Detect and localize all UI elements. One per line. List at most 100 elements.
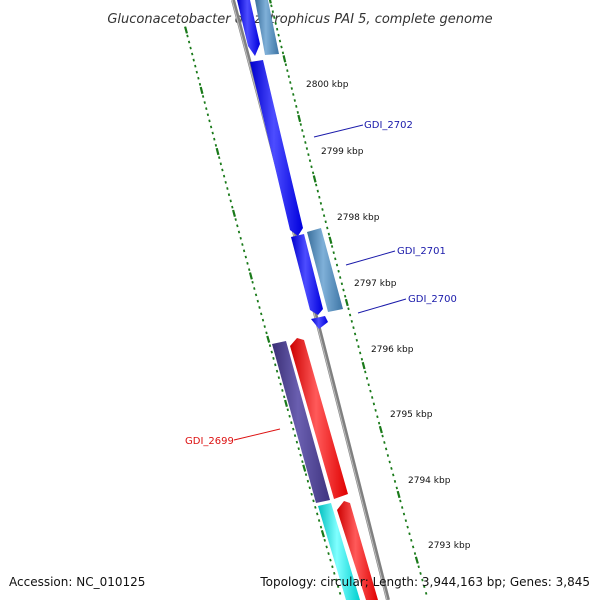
gene-label-gdi2701[interactable]: GDI_2701: [397, 246, 446, 257]
gene-arrow-blue[interactable]: [237, 0, 260, 56]
outer-ruler: [268, 0, 428, 595]
ruler-tick: [184, 26, 188, 34]
tick-label: 2793 kbp: [428, 541, 471, 551]
ruler-tick: [284, 399, 288, 407]
gene-arrow-cyan[interactable]: [318, 503, 360, 600]
ruler-tick: [306, 479, 310, 483]
ruler-tick: [263, 325, 266, 328]
tick-label: 2794 kbp: [408, 476, 451, 486]
ruler-tick: [297, 447, 300, 451]
gene-arrow-red[interactable]: [290, 338, 348, 499]
gene-arrow-gdi2700[interactable]: [311, 316, 328, 329]
ruler-tick: [296, 110, 299, 114]
ruler-tick: [273, 16, 276, 19]
ruler-tick: [253, 287, 256, 290]
gene-arrow-gdi2701[interactable]: [307, 228, 343, 312]
ruler-tick: [222, 174, 226, 178]
ruler-tick: [367, 383, 370, 387]
ruler-tick: [206, 113, 210, 117]
ruler-tick: [226, 187, 229, 190]
ruler-tick: [315, 183, 318, 187]
ruler-tick: [198, 82, 202, 86]
ruler-tick: [246, 261, 249, 265]
ruler-tick: [286, 69, 289, 72]
ruler-tick: [350, 319, 353, 323]
gene-arrow-red-lower[interactable]: [337, 501, 378, 600]
tick-label: 2798 kbp: [337, 213, 380, 223]
gene-label-gdi2702[interactable]: GDI_2702: [364, 120, 413, 131]
ruler-tick: [316, 189, 319, 193]
gene-label-gdi2699[interactable]: GDI_2699: [185, 436, 234, 447]
ruler-tick: [301, 460, 304, 464]
ruler-tick: [393, 479, 397, 483]
ruler-tick: [324, 220, 327, 224]
ruler-tick: [316, 512, 319, 516]
gene-label-leaders: [233, 124, 407, 441]
gene-label-gdi2700[interactable]: GDI_2700: [408, 294, 457, 305]
ruler-tick: [392, 473, 395, 477]
ruler-tick: [402, 512, 406, 516]
ruler-tick: [213, 137, 216, 141]
ruler-tick: [271, 10, 274, 13]
ruler-tick: [378, 425, 383, 434]
ruler-tick: [194, 64, 197, 68]
leader-gdi2701: [345, 250, 396, 266]
ruler-tick: [290, 87, 293, 90]
ruler-tick: [329, 558, 332, 562]
ruler-tick: [268, 0, 272, 4]
ruler-tick: [381, 434, 384, 438]
gene-arrow-blue-lower[interactable]: [291, 234, 323, 315]
ruler-tick: [214, 143, 218, 147]
ruler-tick: [357, 345, 360, 349]
ruler-tick: [251, 280, 254, 284]
ruler-tick: [369, 389, 372, 393]
ruler-tick: [199, 86, 204, 95]
ruler-tick: [241, 243, 244, 246]
ruler-tick: [203, 101, 206, 104]
ruler-tick: [419, 571, 422, 575]
gene-arrow-steel[interactable]: [255, 0, 279, 55]
ruler-tick: [248, 272, 253, 280]
ruler-tick: [218, 156, 221, 160]
ruler-tick: [319, 201, 323, 205]
ruler-tick: [299, 123, 302, 126]
ruler-tick: [301, 129, 304, 132]
ruler-tick: [312, 499, 315, 503]
ruler-tick: [318, 195, 321, 199]
ruler-tick: [302, 464, 307, 472]
ruler-tick: [361, 361, 366, 370]
ruler-tick: [248, 268, 251, 272]
gene-arrow-gdi2702[interactable]: [250, 60, 303, 236]
ruler-tick: [195, 70, 198, 74]
ruler-tick: [234, 218, 237, 221]
ruler-tick: [197, 76, 200, 80]
ruler-tick: [337, 269, 340, 273]
ruler-tick: [421, 578, 424, 582]
ruler-tick: [308, 159, 312, 163]
ruler-tick: [395, 486, 398, 490]
ruler-tick: [319, 525, 323, 529]
ruler-tick: [287, 75, 290, 78]
ruler-tick: [417, 565, 420, 569]
ruler-tick: [219, 162, 222, 166]
ruler-tick: [340, 282, 344, 286]
ruler-tick: [231, 205, 234, 209]
ruler-tick: [295, 104, 298, 108]
ruler-tick: [290, 421, 293, 425]
tick-labels: 2800 kbp 2799 kbp 2798 kbp 2797 kbp 2796…: [306, 80, 471, 551]
ruler-tick: [348, 313, 352, 317]
ruler-tick: [281, 51, 285, 55]
ruler-tick: [404, 519, 408, 523]
ruler-tick: [383, 441, 386, 444]
gene-arrow-gdi2699[interactable]: [272, 341, 330, 503]
ruler-tick: [399, 499, 402, 503]
ruler-tick: [376, 415, 379, 419]
ruler-tick: [320, 529, 325, 538]
ruler-tick: [396, 490, 401, 499]
ruler-tick: [278, 39, 282, 43]
ruler-tick: [239, 236, 242, 240]
ruler-tick: [408, 532, 411, 536]
ruler-tick: [325, 545, 328, 549]
ruler-tick: [390, 466, 393, 470]
